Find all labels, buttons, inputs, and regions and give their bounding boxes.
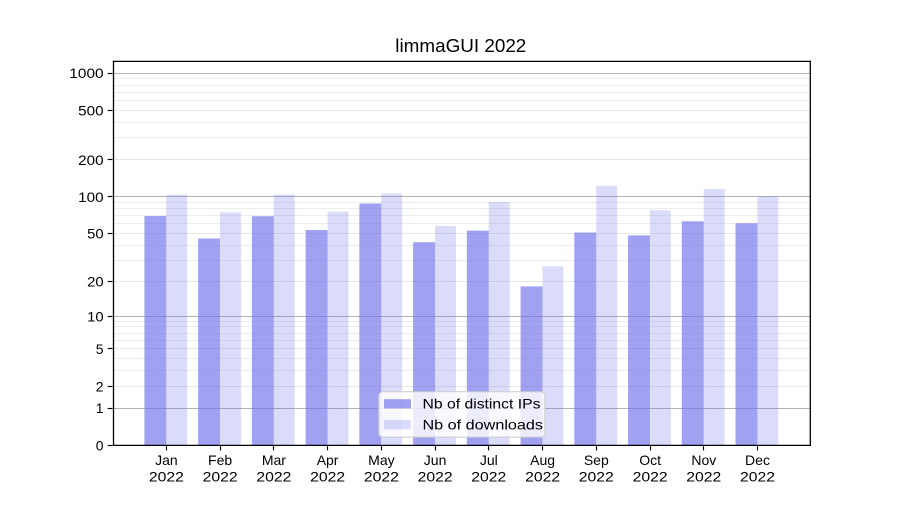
svg-text:2022: 2022	[310, 468, 345, 484]
svg-text:0: 0	[96, 438, 104, 454]
svg-text:2022: 2022	[418, 468, 453, 484]
svg-text:Jan: Jan	[155, 452, 178, 468]
svg-text:2022: 2022	[740, 468, 775, 484]
svg-text:Aug: Aug	[530, 452, 555, 468]
svg-text:Nov: Nov	[691, 452, 716, 468]
svg-text:Feb: Feb	[208, 452, 232, 468]
svg-text:Nb of distinct IPs: Nb of distinct IPs	[423, 396, 541, 412]
svg-text:Jul: Jul	[480, 452, 498, 468]
svg-text:200: 200	[78, 152, 104, 168]
svg-text:5: 5	[96, 341, 104, 357]
svg-text:2: 2	[96, 378, 104, 394]
svg-text:limmaGUI 2022: limmaGUI 2022	[395, 35, 526, 56]
svg-text:Oct: Oct	[639, 452, 661, 468]
svg-text:10: 10	[87, 308, 104, 324]
svg-text:Nb of downloads: Nb of downloads	[423, 417, 544, 433]
svg-text:2022: 2022	[579, 468, 614, 484]
svg-text:1: 1	[96, 400, 104, 416]
svg-text:2022: 2022	[149, 468, 184, 484]
svg-text:100: 100	[78, 189, 104, 205]
svg-text:May: May	[368, 452, 394, 468]
svg-text:2022: 2022	[686, 468, 721, 484]
svg-text:2022: 2022	[525, 468, 560, 484]
svg-text:Sep: Sep	[584, 452, 609, 468]
svg-text:2022: 2022	[256, 468, 291, 484]
svg-text:2022: 2022	[633, 468, 668, 484]
svg-text:20: 20	[87, 274, 104, 290]
svg-text:Mar: Mar	[262, 452, 286, 468]
svg-text:Jun: Jun	[424, 452, 447, 468]
svg-text:1000: 1000	[69, 65, 104, 81]
svg-text:2022: 2022	[203, 468, 238, 484]
svg-text:50: 50	[87, 226, 104, 242]
svg-text:500: 500	[78, 103, 104, 119]
svg-text:Apr: Apr	[317, 452, 339, 468]
svg-text:Dec: Dec	[745, 452, 770, 468]
svg-text:2022: 2022	[364, 468, 399, 484]
svg-text:2022: 2022	[471, 468, 506, 484]
